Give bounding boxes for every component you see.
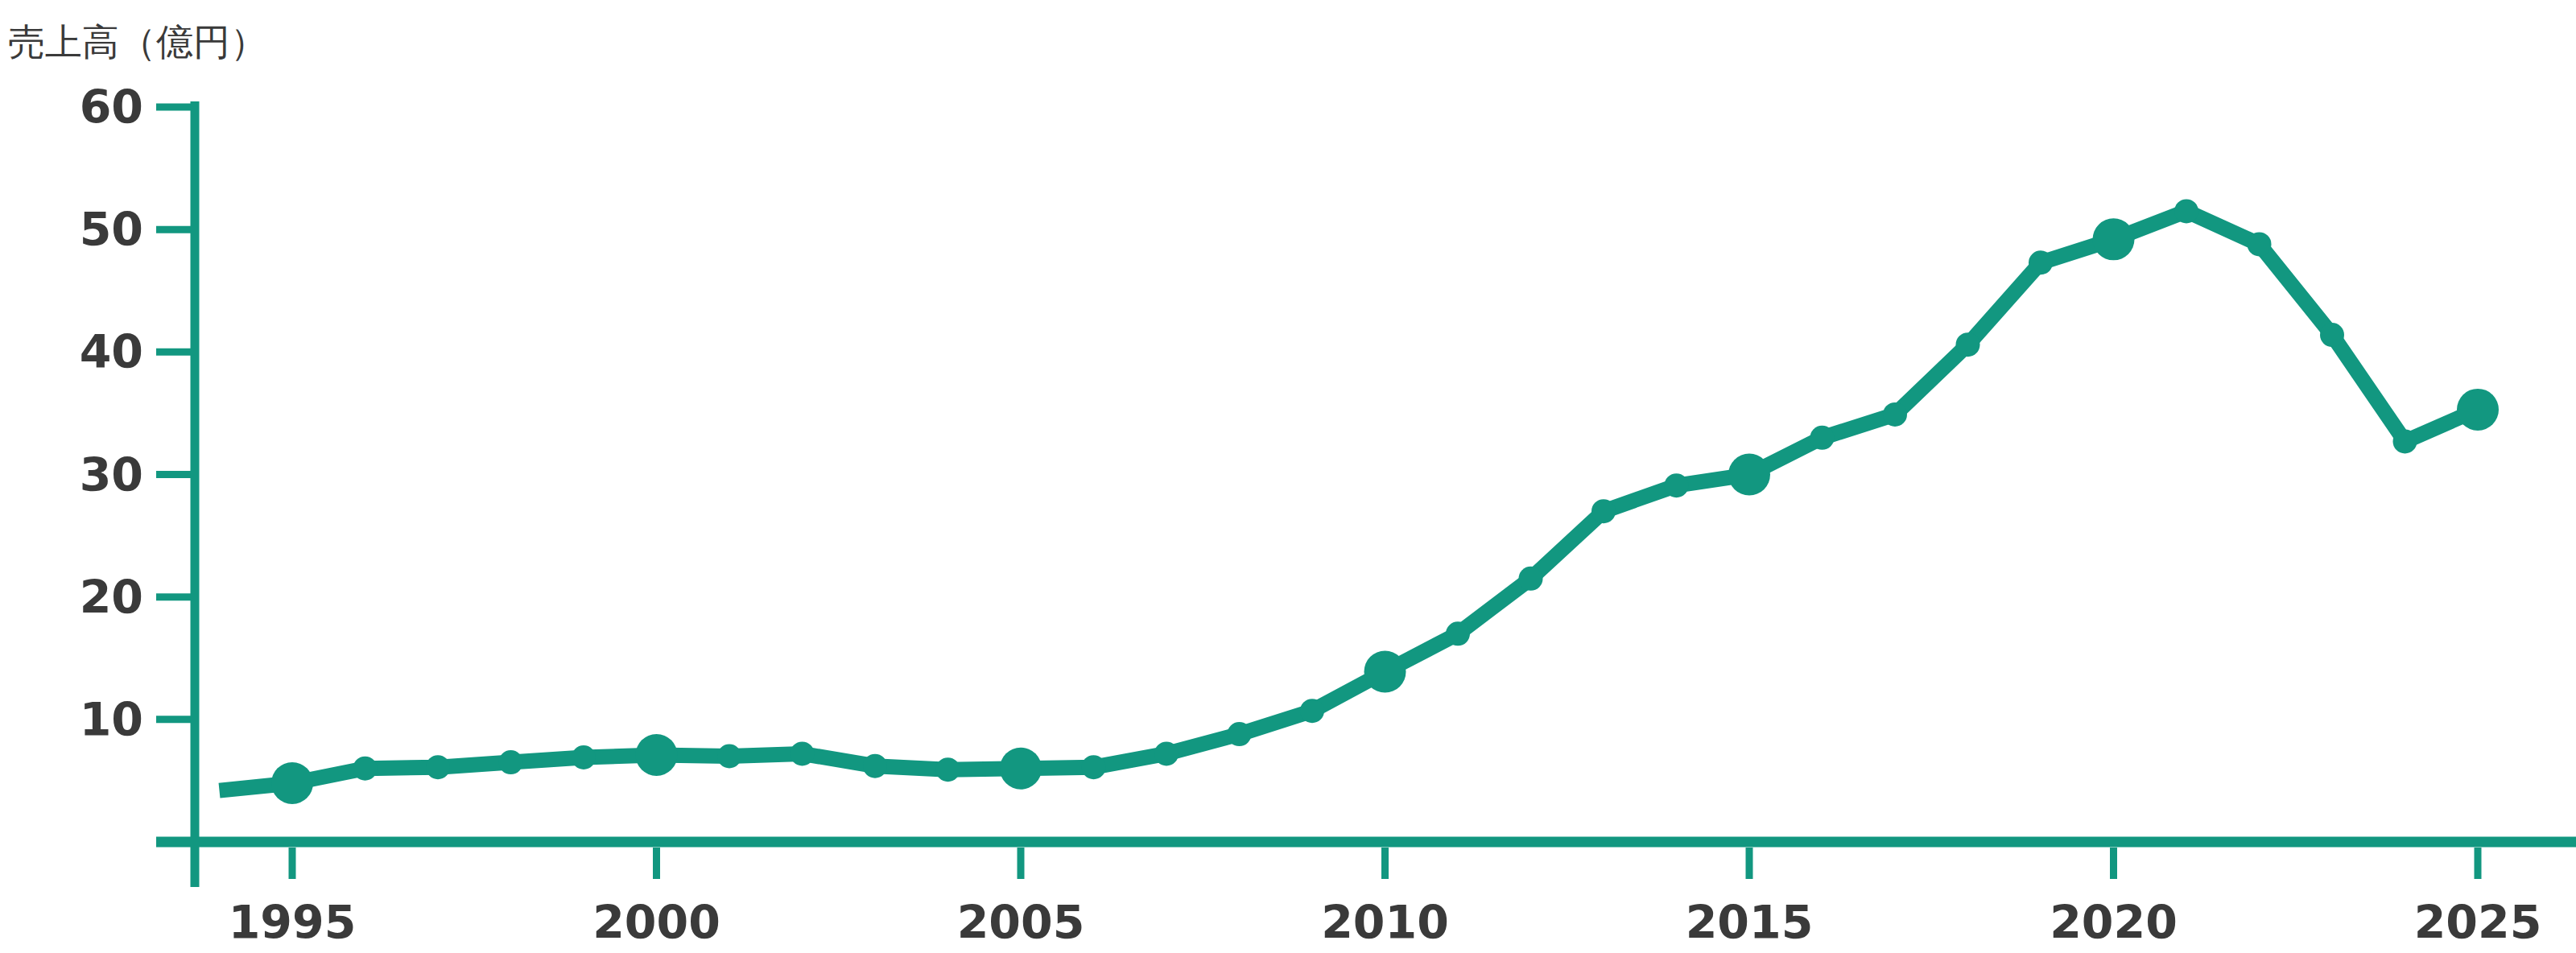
data-point <box>2248 232 2272 256</box>
data-point <box>353 757 378 781</box>
revenue-line <box>220 211 2479 790</box>
data-point <box>1591 499 1616 523</box>
data-point <box>499 750 523 774</box>
data-point <box>863 754 887 778</box>
data-point <box>2393 429 2417 453</box>
data-point <box>1228 722 1252 746</box>
x-tick-label: 2000 <box>592 896 720 949</box>
data-point <box>572 745 596 769</box>
x-tick-label: 1995 <box>229 896 357 949</box>
data-point-major <box>2457 389 2499 431</box>
data-point <box>1665 473 1689 497</box>
y-tick-label: 50 <box>80 203 143 256</box>
data-point <box>791 741 815 765</box>
data-point <box>426 755 450 779</box>
data-point-major <box>1000 748 1042 790</box>
data-point-major <box>636 734 678 776</box>
series-layer <box>220 199 2500 804</box>
x-tick-label: 2015 <box>1686 896 1814 949</box>
data-point <box>1446 621 1470 646</box>
data-point <box>2320 323 2344 347</box>
x-tick-label: 2025 <box>2414 896 2542 949</box>
data-point-major <box>1364 650 1406 692</box>
y-tick-label: 60 <box>80 80 143 134</box>
y-axis-title: 売上高（億円） <box>8 20 267 64</box>
data-point <box>1883 402 1907 427</box>
y-tick-label: 40 <box>80 325 143 378</box>
data-point <box>1810 426 1835 450</box>
revenue-chart-page: 売上高（億円） 10 20 30 40 50 60 1995 2000 2005 2010 2015… <box>0 0 2576 953</box>
data-point <box>2029 250 2053 274</box>
y-tick-label: 20 <box>80 571 143 624</box>
y-tick-label: 10 <box>80 693 143 746</box>
data-point <box>2174 199 2198 223</box>
data-point-major <box>271 762 313 804</box>
data-point <box>1154 741 1179 765</box>
x-tick-label: 2020 <box>2050 896 2178 949</box>
data-point-major <box>2093 218 2135 260</box>
x-tick-label: 2005 <box>957 896 1085 949</box>
x-tick-label: 2010 <box>1321 896 1449 949</box>
data-point <box>1519 567 1543 591</box>
y-tick-label: 30 <box>80 448 143 501</box>
data-point-major <box>1728 454 1770 496</box>
data-point <box>1956 332 1980 357</box>
data-point <box>1082 755 1106 779</box>
data-point <box>1300 699 1324 723</box>
data-point <box>717 744 741 768</box>
revenue-line-chart: 売上高（億円） 10 20 30 40 50 60 1995 2000 2005 2010 2015… <box>0 0 2576 953</box>
data-point <box>936 757 960 782</box>
